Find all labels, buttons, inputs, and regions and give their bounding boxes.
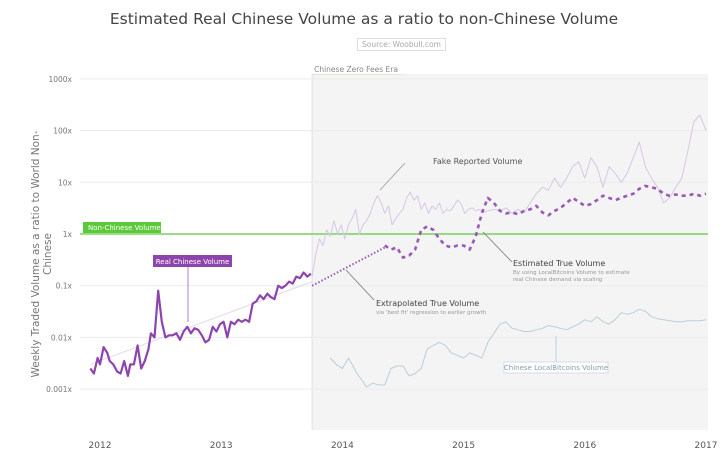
shaded-region-label: Chinese Zero Fees Era <box>314 65 398 74</box>
x-tick-label: 2016 <box>573 441 596 451</box>
annotation-real-chinese-volume: Real Chinese Volume <box>156 258 230 266</box>
y-tick-label: 0.01x <box>51 333 73 342</box>
annotation-extrapolated-true-volume-note: via 'best fit' regression to earlier gro… <box>376 310 487 316</box>
reference-line-label: Non-Chinese Volume <box>88 224 161 232</box>
y-tick-label: 1x <box>63 230 73 239</box>
chart-source: Source: Woobull.com <box>357 38 446 51</box>
series-real-chinese-volume <box>89 271 312 377</box>
annotation-leader-estimated-true <box>482 231 513 263</box>
y-tick-label: 0.1x <box>56 282 73 291</box>
annotation-tag-localbitcoins <box>503 361 609 374</box>
annotation-estimated-true-volume-note: By using LocalBitcoins Volume to estimat… <box>513 270 630 276</box>
series-chinese-localbitcoins-volume <box>329 308 707 388</box>
annotation-leader-extrapolated-true <box>345 269 375 301</box>
annotation-estimated-true-volume-note: real Chinese demand via scaling <box>513 277 602 283</box>
y-tick-label: 10x <box>58 178 73 187</box>
shaded-region-tab <box>312 74 408 75</box>
series-fake-reported-volume <box>311 114 707 277</box>
annotation-estimated-true-volume: Estimated True Volume <box>513 259 605 268</box>
shaded-region-zero-fees-era <box>312 74 708 430</box>
x-tick-label: 2012 <box>89 441 112 451</box>
y-tick-label: 100x <box>53 127 72 136</box>
x-tick-label: 2015 <box>452 441 475 451</box>
y-tick-label: 0.001x <box>46 385 72 394</box>
trend-line-best-fit <box>90 281 313 365</box>
annotation-tag-real-chinese <box>153 255 232 267</box>
chart-title: Estimated Real Chinese Volume as a ratio… <box>109 10 619 28</box>
y-tick-label: 1000x <box>48 75 72 84</box>
annotation-extrapolated-true-volume: Extrapolated True Volume <box>376 299 479 308</box>
series-estimated-true-volume <box>384 184 707 259</box>
x-tick-label: 2017 <box>695 441 718 451</box>
annotation-fake-reported-volume: Fake Reported Volume <box>433 157 522 166</box>
annotation-chinese-localbitcoins-volume: Chinese LocalBitcoins Volume <box>504 364 608 372</box>
annotation-leader-fake-reported <box>379 162 406 191</box>
reference-line-tag <box>83 222 161 233</box>
x-tick-label: 2013 <box>210 441 233 451</box>
x-tick-label: 2014 <box>331 441 354 451</box>
